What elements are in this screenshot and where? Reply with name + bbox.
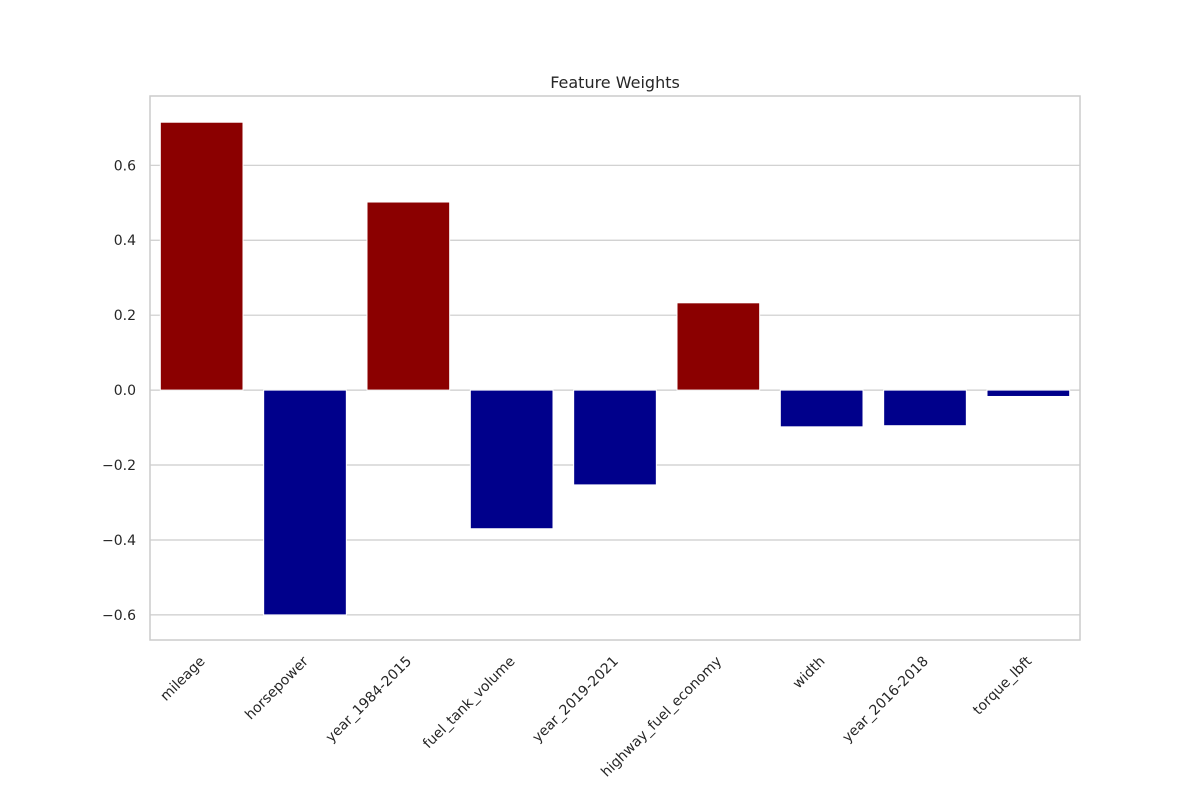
y-tick-label: −0.2 [102,458,136,474]
bar-year_2016-2018 [883,389,967,427]
bar-highway_fuel_economy [676,302,761,391]
bar-horsepower [263,389,347,616]
x-tick-label: year_2019-2021 [530,654,622,746]
bar-fuel_tank_volume [469,389,554,530]
x-tick-labels: mileage horsepower year_1984-2015 fuel_tank… [158,653,1036,780]
bar-width [779,389,864,428]
x-tick-label: mileage [158,654,209,705]
y-tick-label: −0.6 [102,608,136,624]
y-tick-label: 0.2 [114,308,136,324]
x-tick-label: year_2016-2018 [840,654,932,746]
x-tick-label: year_1984-2015 [323,654,415,746]
y-tick-label: 0.0 [114,383,136,399]
x-tick-label: highway_fuel_economy [598,654,725,781]
y-tick-labels: −0.6 −0.4 −0.2 0.0 0.2 0.4 0.6 [102,158,136,624]
y-tick-label: −0.4 [102,533,136,549]
y-tick-label: 0.6 [114,158,136,174]
bar-year_2019-2021 [573,389,657,486]
plot-frame [149,95,1081,641]
x-tick-label: fuel_tank_volume [420,654,518,752]
bar-mileage [159,121,244,391]
bar-year_1984-2015 [366,201,451,391]
y-tick-label: 0.4 [114,233,136,249]
bar-torque_lbft [986,389,1071,397]
x-tick-label: torque_lbft [970,653,1035,718]
chart-title: Feature Weights [550,73,680,92]
x-tick-label: width [790,654,829,693]
x-tick-label: horsepower [242,653,312,723]
bar-layer [159,121,1071,616]
